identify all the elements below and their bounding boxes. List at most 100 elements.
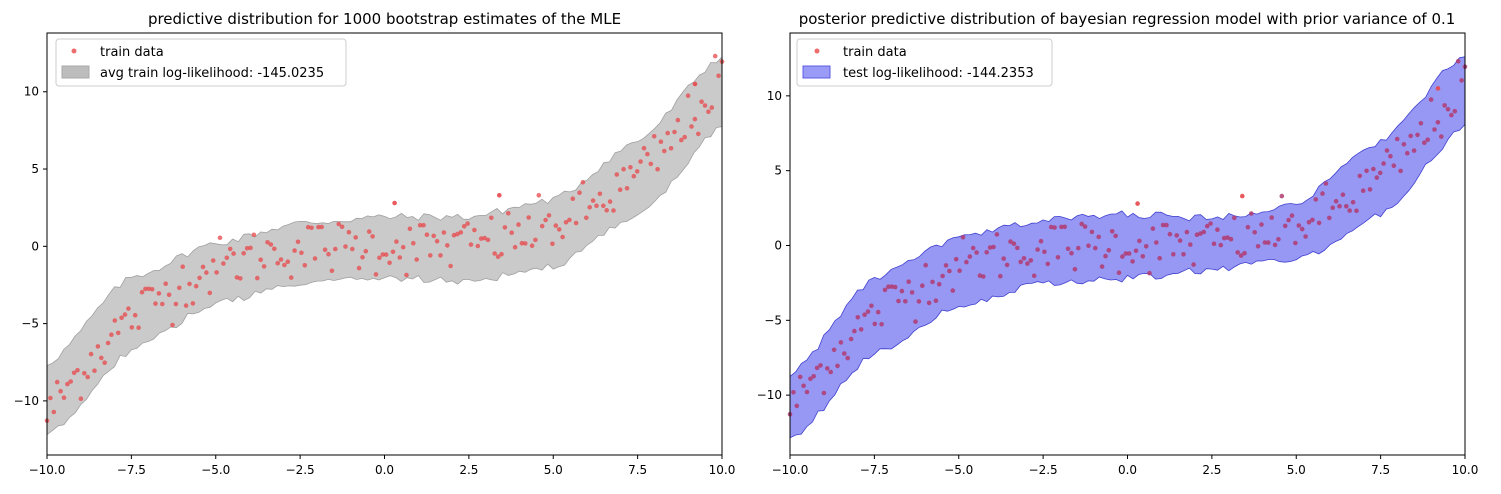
data-point — [322, 247, 328, 252]
data-point — [190, 301, 196, 306]
x-tick-label: 7.5 — [1371, 463, 1390, 477]
data-point — [1021, 255, 1027, 261]
data-point — [879, 322, 884, 327]
data-point — [835, 363, 840, 369]
data-point — [99, 355, 104, 361]
data-point — [1079, 221, 1084, 227]
data-point — [390, 249, 396, 255]
data-point — [502, 225, 508, 230]
data-point — [594, 203, 599, 208]
data-point — [1181, 252, 1186, 257]
data-point — [1282, 223, 1288, 229]
data-point — [634, 169, 640, 174]
data-point — [539, 223, 545, 229]
data-point — [631, 173, 637, 179]
data-point — [869, 303, 874, 309]
data-point — [1059, 224, 1064, 230]
data-point — [509, 230, 514, 235]
data-point — [204, 270, 209, 275]
data-point — [1411, 148, 1417, 153]
data-point — [173, 301, 179, 307]
data-point — [109, 332, 114, 338]
data-point — [183, 303, 189, 308]
data-point — [1439, 134, 1444, 139]
data-point — [1113, 233, 1118, 239]
data-point — [899, 288, 905, 294]
data-point — [363, 248, 369, 254]
legend-label-band: avg train log-likelihood: -145.0235 — [100, 66, 324, 81]
data-point — [1109, 229, 1115, 234]
right-chart-title: posterior predictive distribution of bay… — [799, 10, 1456, 28]
data-point — [913, 319, 918, 324]
data-point — [156, 291, 162, 296]
data-point — [529, 243, 535, 248]
data-point — [404, 272, 409, 278]
data-point — [461, 224, 467, 229]
data-point — [604, 208, 609, 213]
data-point — [1221, 235, 1227, 241]
data-point — [478, 236, 484, 241]
data-point — [397, 255, 403, 260]
data-point — [794, 403, 800, 409]
data-point — [1266, 240, 1271, 245]
data-point — [617, 187, 623, 192]
data-point — [590, 198, 596, 203]
data-point — [1394, 136, 1400, 142]
y-tick-label: 10 — [24, 85, 39, 99]
data-point — [153, 301, 158, 306]
data-point — [1235, 250, 1240, 255]
data-point — [641, 145, 647, 151]
data-point — [1215, 227, 1220, 232]
data-point — [333, 246, 338, 252]
data-point — [489, 215, 494, 221]
data-point — [685, 93, 691, 98]
data-point — [936, 281, 942, 287]
data-point — [92, 368, 97, 374]
data-point — [438, 253, 443, 258]
data-point — [896, 298, 901, 304]
data-point — [831, 347, 837, 353]
data-point — [68, 379, 73, 384]
data-point — [1164, 222, 1169, 228]
data-point — [1048, 224, 1054, 230]
data-point — [648, 161, 654, 167]
x-tick-label: −2.5 — [286, 463, 315, 477]
data-point — [394, 239, 399, 244]
data-point — [916, 299, 922, 304]
data-point — [679, 137, 684, 143]
data-point — [411, 240, 416, 246]
data-point — [1062, 224, 1067, 230]
data-point — [957, 268, 962, 274]
data-point — [258, 257, 264, 263]
data-point — [1425, 137, 1430, 142]
data-point — [1422, 140, 1427, 145]
data-point — [950, 288, 956, 293]
data-point — [696, 131, 701, 137]
data-point — [906, 279, 911, 285]
data-point — [801, 383, 806, 389]
data-point — [1242, 250, 1247, 256]
data-point — [981, 274, 986, 279]
data-point — [1028, 258, 1034, 263]
data-point — [353, 235, 359, 240]
data-point — [1076, 245, 1081, 251]
data-point — [1442, 103, 1447, 108]
x-tick-label: 10.0 — [1452, 463, 1479, 477]
data-point — [377, 255, 382, 261]
data-point — [858, 327, 864, 332]
data-point — [662, 148, 667, 154]
data-point — [1452, 108, 1458, 114]
data-point — [146, 286, 152, 292]
data-point — [825, 366, 830, 371]
data-point — [611, 208, 616, 213]
y-tick-label: −10 — [14, 394, 39, 408]
data-point — [1320, 191, 1325, 196]
data-point — [336, 221, 342, 227]
data-point — [465, 221, 470, 226]
data-point — [1364, 168, 1369, 174]
data-point — [523, 241, 528, 246]
data-point — [987, 245, 993, 250]
data-point — [326, 251, 331, 257]
data-point — [207, 290, 213, 296]
data-point — [1184, 229, 1190, 235]
